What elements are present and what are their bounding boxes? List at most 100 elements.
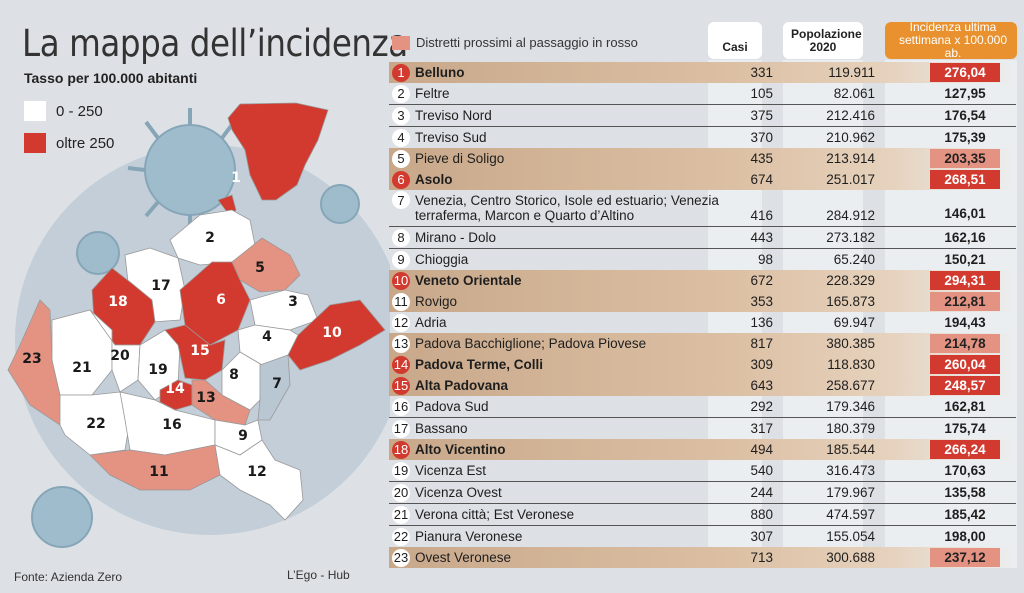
district-5 bbox=[231, 237, 301, 293]
virus-icon bbox=[31, 184, 360, 548]
header-incidenza-label: Incidenza ultima settimana x 100.000 ab. bbox=[898, 20, 1008, 60]
district-name: Vicenza Est bbox=[415, 463, 487, 478]
map-district-label: 1 bbox=[231, 170, 241, 186]
table-row: 1 Belluno 331 119.911 276,04 bbox=[389, 62, 1016, 83]
header-incidenza: Incidenza ultima settimana x 100.000 ab. bbox=[885, 20, 1017, 60]
incidenza-value: 276,04 bbox=[930, 63, 1000, 82]
popolazione-value: 273.182 bbox=[826, 230, 875, 245]
district-number-badge: 14 bbox=[392, 355, 410, 374]
district-name: Padova Sud bbox=[415, 399, 489, 414]
incidenza-value: 266,24 bbox=[930, 440, 1000, 459]
map-district-label: 13 bbox=[196, 390, 215, 406]
district-22 bbox=[59, 391, 131, 456]
table-row: 10 Veneto Orientale 672 228.329 294,31 bbox=[389, 270, 1016, 291]
district-number-badge: 7 bbox=[392, 191, 410, 209]
map-district-label: 5 bbox=[255, 260, 265, 276]
incidenza-value: 135,58 bbox=[944, 485, 986, 500]
incidenza-value: 203,35 bbox=[930, 149, 1000, 168]
table-row: 8 Mirano - Dolo 443 273.182 162,16 bbox=[389, 227, 1016, 249]
district-number-badge: 17 bbox=[392, 419, 410, 438]
popolazione-value: 155.054 bbox=[826, 529, 875, 544]
incidenza-cell: 248,57 bbox=[875, 376, 1000, 395]
table-row: 14 Padova Terme, Colli 309 118.830 260,04 bbox=[389, 354, 1016, 375]
incidenza-value: 175,39 bbox=[944, 130, 986, 145]
casi-value: 307 bbox=[750, 529, 773, 544]
incidenza-cell: 268,51 bbox=[875, 170, 1000, 189]
district-name: Mirano - Dolo bbox=[415, 230, 497, 245]
legend-item-low: 0 - 250 bbox=[24, 101, 103, 121]
credit: L’Ego - Hub bbox=[287, 568, 350, 582]
casi-value: 674 bbox=[750, 172, 773, 187]
incidenza-value: 146,01 bbox=[944, 206, 986, 221]
casi-value: 672 bbox=[750, 273, 773, 288]
casi-value: 309 bbox=[750, 357, 773, 372]
popolazione-value: 180.379 bbox=[826, 421, 875, 436]
popolazione-value: 82.061 bbox=[833, 86, 875, 101]
casi-value: 370 bbox=[750, 130, 773, 145]
district-name: Veneto Orientale bbox=[415, 273, 522, 288]
inc-column-bg bbox=[885, 60, 1017, 568]
popolazione-value: 251.017 bbox=[826, 172, 875, 187]
incidenza-value: 175,74 bbox=[944, 421, 986, 436]
map-district-label: 11 bbox=[149, 464, 168, 480]
popolazione-value: 212.416 bbox=[826, 108, 875, 123]
casi-value: 292 bbox=[750, 399, 773, 414]
near-red-swatch bbox=[392, 35, 410, 50]
casi-value: 435 bbox=[750, 151, 773, 166]
pop-column-bg bbox=[783, 60, 863, 568]
incidenza-value: 294,31 bbox=[930, 271, 1000, 290]
casi-value: 136 bbox=[750, 315, 773, 330]
near-red-label: Distretti prossimi al passaggio in rosso bbox=[416, 35, 638, 50]
legend-label: oltre 250 bbox=[56, 134, 115, 152]
legend-swatch-red bbox=[24, 133, 46, 153]
casi-value: 317 bbox=[750, 421, 773, 436]
district-number-badge: 8 bbox=[392, 228, 410, 247]
incidenza-cell: 127,95 bbox=[875, 84, 1000, 103]
district-name: Asolo bbox=[415, 172, 453, 187]
incidenza-cell: 276,04 bbox=[875, 63, 1000, 82]
table-row: 7 Venezia, Centro Storico, Isole ed estua… bbox=[389, 190, 1016, 227]
district-13 bbox=[191, 379, 251, 426]
district-number-badge: 21 bbox=[392, 505, 410, 524]
district-name: Feltre bbox=[415, 86, 450, 101]
map-district-label: 22 bbox=[86, 416, 105, 432]
table-row: 22 Pianura Veronese 307 155.054 198,00 bbox=[389, 526, 1016, 547]
header-casi-label: Casi bbox=[722, 40, 748, 54]
legend-label: 0 - 250 bbox=[56, 102, 103, 120]
map-district-label: 7 bbox=[272, 376, 282, 392]
district-number-badge: 2 bbox=[392, 84, 410, 103]
incidenza-value: 248,57 bbox=[930, 376, 1000, 395]
district-number-badge: 18 bbox=[392, 440, 410, 459]
map-district-label: 14 bbox=[165, 381, 185, 397]
incidenza-cell: 162,81 bbox=[875, 397, 1000, 416]
popolazione-value: 118.830 bbox=[827, 357, 875, 372]
casi-value: 880 bbox=[750, 507, 773, 522]
incidenza-cell: 212,81 bbox=[875, 292, 1000, 311]
district-number-badge: 15 bbox=[392, 376, 410, 395]
incidenza-value: 127,95 bbox=[944, 86, 986, 101]
header-popolazione-label: Popolazione 2020 bbox=[791, 26, 862, 54]
popolazione-value: 65.240 bbox=[833, 252, 875, 267]
district-name: Vicenza Ovest bbox=[415, 485, 502, 500]
popolazione-value: 300.688 bbox=[826, 550, 875, 565]
map-district-label: 18 bbox=[108, 294, 127, 310]
map-district-label: 6 bbox=[216, 292, 226, 308]
district-7 bbox=[257, 354, 291, 421]
district-name: Chioggia bbox=[415, 252, 469, 267]
district-number-badge: 19 bbox=[392, 461, 410, 480]
incidenza-cell: 170,63 bbox=[875, 461, 1000, 480]
page-title: La mappa dell’incidenza bbox=[22, 22, 408, 65]
incidenza-value: 185,42 bbox=[944, 507, 986, 522]
map-district-label: 17 bbox=[151, 278, 170, 294]
table-row: 4 Treviso Sud 370 210.962 175,39 bbox=[389, 127, 1016, 148]
district-number-badge: 3 bbox=[392, 106, 410, 125]
popolazione-value: 213.914 bbox=[826, 151, 875, 166]
casi-value: 817 bbox=[750, 336, 773, 351]
map-district-label: 4 bbox=[262, 329, 272, 345]
incidenza-cell: 260,04 bbox=[875, 355, 1000, 374]
incidenza-cell: 175,74 bbox=[875, 419, 1000, 438]
district-number-badge: 5 bbox=[392, 149, 410, 168]
district-1 bbox=[227, 102, 329, 201]
incidenza-cell: 203,35 bbox=[875, 149, 1000, 168]
virus-icon bbox=[127, 108, 236, 230]
